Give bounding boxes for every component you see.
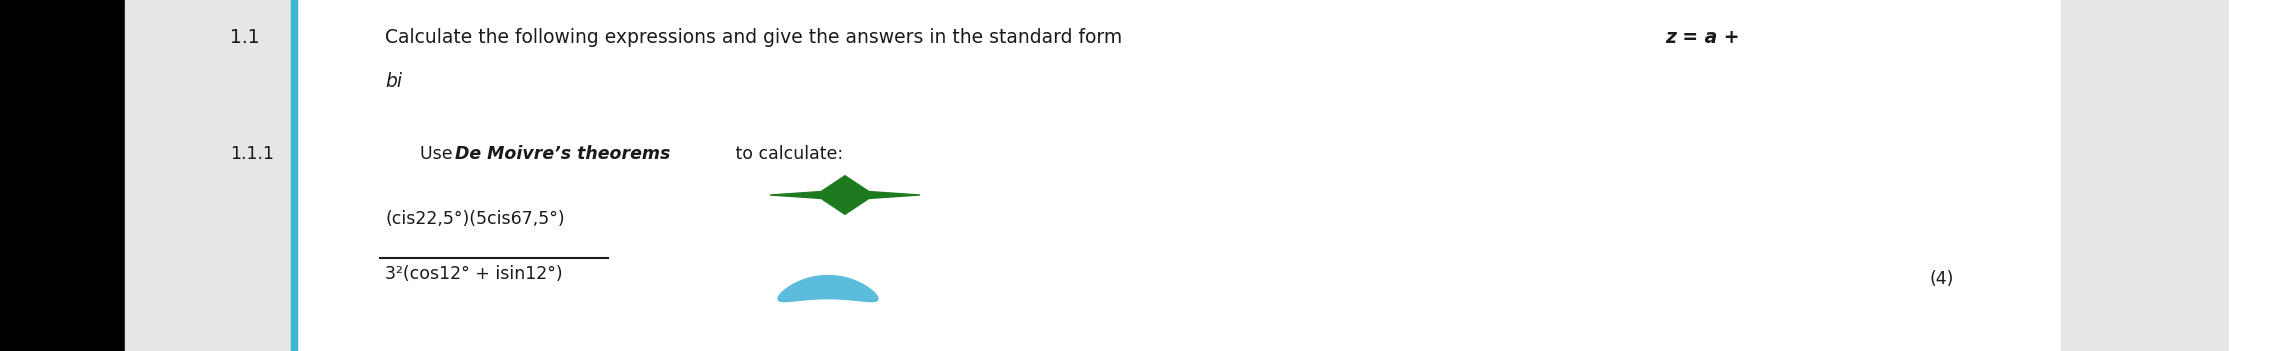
Bar [125, 0, 291, 351]
Bar [291, 0, 297, 351]
Polygon shape [770, 176, 919, 214]
Text: 1.1.1: 1.1.1 [229, 145, 275, 163]
Text: 1.1: 1.1 [229, 28, 259, 47]
Text: 3²(cos12° + isin12°): 3²(cos12° + isin12°) [386, 265, 563, 283]
Polygon shape [779, 276, 878, 302]
Text: z = a +: z = a + [1664, 28, 1739, 47]
Text: Calculate the following expressions and give the answers in the standard form: Calculate the following expressions and … [386, 28, 1128, 47]
Bar [0, 0, 125, 351]
Text: Use: Use [420, 145, 459, 163]
Text: to calculate:: to calculate: [731, 145, 842, 163]
Bar [2061, 0, 2229, 351]
Text: bi: bi [386, 72, 402, 91]
Bar [2229, 0, 2270, 351]
Text: De Moivre’s theorems: De Moivre’s theorems [454, 145, 670, 163]
Bar [297, 0, 2061, 351]
Text: (4): (4) [1930, 270, 1954, 288]
Text: (cis22,5°)(5cis67,5°): (cis22,5°)(5cis67,5°) [386, 210, 565, 228]
